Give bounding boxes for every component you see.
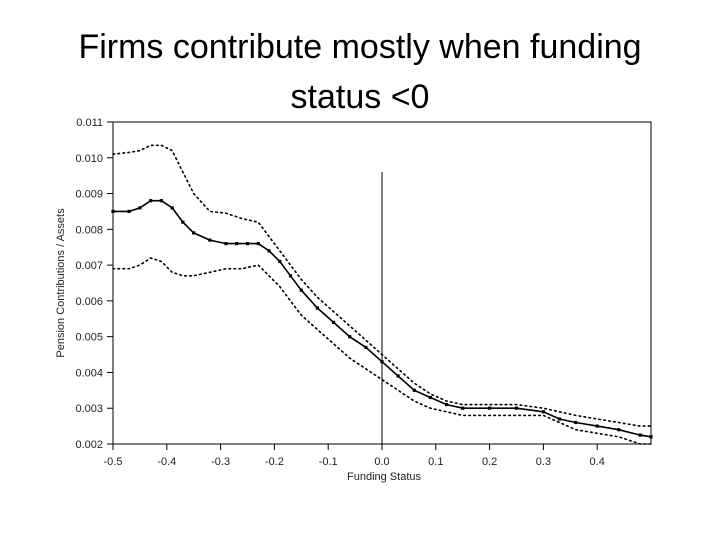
estimate-point [256, 242, 260, 246]
estimate-point [235, 242, 239, 246]
x-tick-label: 0.0 [374, 456, 389, 468]
estimate-point [461, 406, 465, 410]
estimate-point [149, 199, 153, 203]
x-tick-label: 0.2 [482, 456, 497, 468]
y-axis-title: Pension Contributions / Assets [55, 208, 67, 358]
lower-confidence-band [112, 257, 652, 445]
y-tick-label: 0.007 [75, 260, 103, 272]
estimate-point [348, 335, 352, 339]
estimate-point [159, 199, 163, 203]
y-axis: 0.002 0.003 0.004 0.005 0.006 0.007 0.008 0.009… [75, 117, 113, 451]
estimate-point [138, 206, 142, 210]
estimate-point [208, 238, 212, 242]
estimate-point [364, 345, 368, 349]
estimate-point [315, 306, 319, 310]
estimate-point [170, 206, 174, 210]
series-layer [111, 144, 653, 445]
estimate-point [638, 433, 642, 437]
estimate-point [445, 403, 449, 407]
estimate-point [332, 320, 336, 324]
x-axis: -0.5 -0.4 -0.3 -0.2 -0.1 0.0 0.1 0.2 0.3 0.4 [104, 444, 605, 468]
estimate-point [396, 374, 400, 378]
estimate-point [412, 388, 416, 392]
y-tick-label: 0.009 [75, 189, 103, 201]
estimate-point [574, 420, 578, 425]
slide-title-line-2: status <0 [290, 78, 430, 116]
x-tick-label: -0.1 [319, 456, 338, 468]
x-tick-label: -0.5 [104, 456, 123, 468]
y-tick-label: 0.010 [75, 153, 103, 165]
x-tick-label: 0.1 [428, 456, 443, 468]
estimate-point [267, 249, 271, 253]
x-tick-label: 0.4 [590, 456, 605, 468]
estimate-point [299, 288, 303, 292]
y-tick-label: 0.004 [75, 367, 103, 379]
estimate-point [428, 395, 432, 400]
y-tick-label: 0.003 [75, 403, 103, 415]
x-tick-label: 0.3 [536, 456, 551, 468]
estimate-point [649, 435, 653, 439]
estimate-point [488, 406, 492, 410]
y-tick-label: 0.002 [75, 439, 103, 451]
y-tick-label: 0.008 [75, 224, 103, 236]
y-tick-label: 0.011 [76, 117, 103, 129]
estimate-point [288, 274, 293, 278]
x-axis-title: Funding Status [347, 471, 421, 483]
estimate-line [113, 199, 652, 438]
upper-confidence-band [112, 144, 652, 427]
x-tick-label: -0.4 [157, 456, 176, 468]
estimate-point [380, 360, 384, 364]
estimate-point [181, 220, 185, 224]
y-tick-label: 0.005 [75, 332, 103, 344]
estimate-point [557, 417, 562, 421]
estimate-point [595, 424, 599, 428]
estimate-point [617, 428, 621, 432]
y-tick-label: 0.006 [75, 296, 103, 308]
estimate-point [514, 406, 519, 410]
estimate-point [224, 242, 228, 246]
x-tick-label: -0.3 [211, 456, 230, 468]
x-tick-label: -0.2 [265, 456, 284, 468]
estimate-point [111, 209, 115, 213]
estimate-point [541, 410, 545, 414]
slide-title-line-1: Firms contribute mostly when funding [78, 28, 642, 66]
estimate-point [245, 242, 250, 246]
estimate-point [278, 259, 282, 264]
estimate-point [192, 231, 196, 235]
slide-title: Firms contribute mostly when funding sta… [0, 22, 720, 122]
estimate-point [127, 209, 131, 213]
